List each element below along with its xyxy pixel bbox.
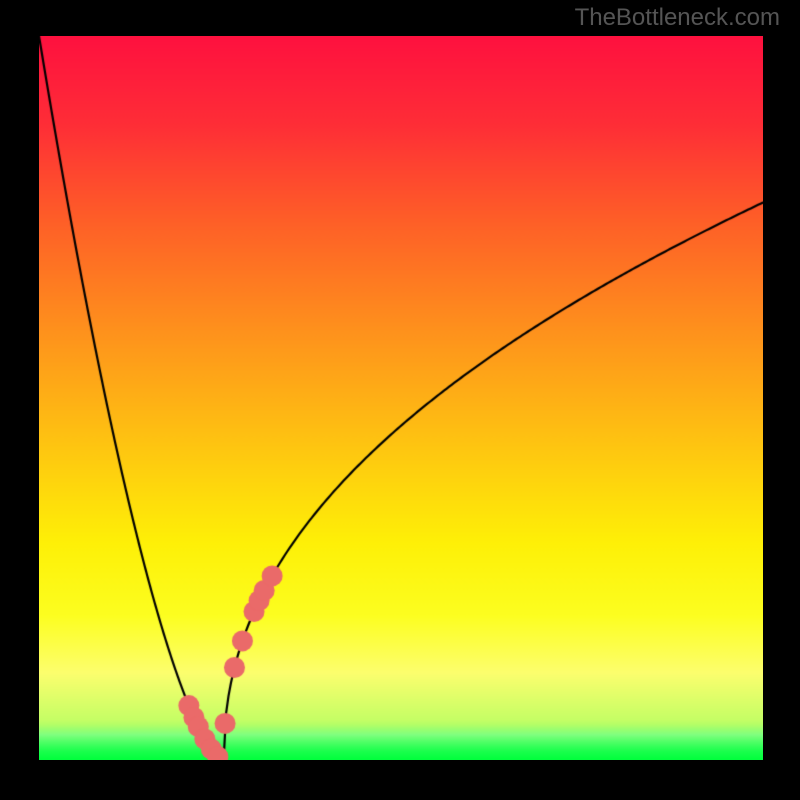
stage: TheBottleneck.com [0,0,800,800]
watermark-text: TheBottleneck.com [575,4,780,32]
chart-panel [39,36,763,760]
chart-canvas [39,36,763,760]
